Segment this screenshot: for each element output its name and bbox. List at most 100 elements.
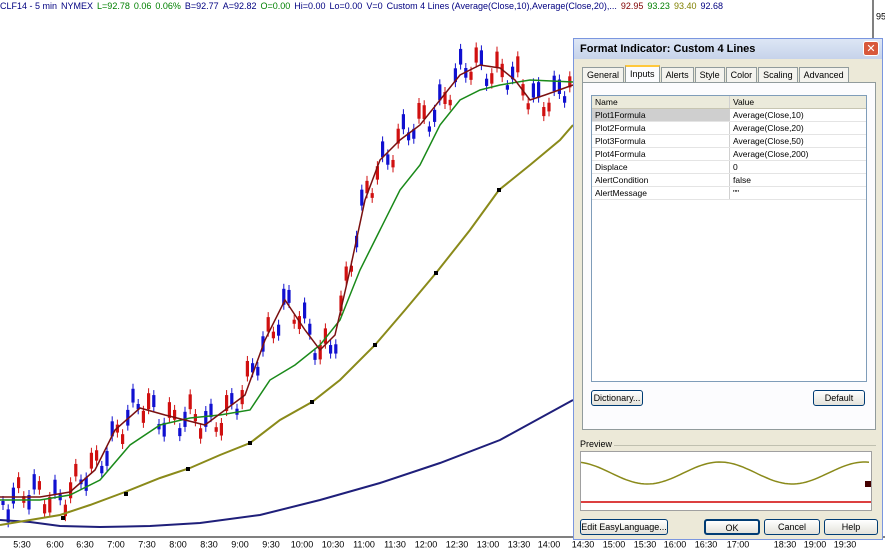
dictionary-button[interactable]: Dictionary... (591, 390, 643, 406)
time-label: 12:00 (415, 539, 438, 549)
help-button[interactable]: Help (824, 519, 878, 535)
candle-body (167, 402, 171, 418)
time-label: 16:30 (695, 539, 718, 549)
candle-body (375, 166, 379, 180)
candle-body (370, 193, 374, 198)
candle-body (516, 56, 520, 73)
candle-body (448, 99, 452, 106)
column-header: Value (733, 97, 755, 107)
tab[interactable]: Inputs (625, 65, 660, 84)
table-row[interactable]: Plot3Formula Average(Close,50) (592, 135, 866, 148)
candle-body (469, 71, 473, 80)
tab[interactable]: Alerts (660, 67, 694, 83)
chart-header: CLF14 - 5 min NYMEX L=92.78 0.06 0.06% B=92.7… (0, 0, 727, 12)
candle-body (303, 302, 307, 319)
time-label: 14:00 (538, 539, 561, 549)
candle-body (292, 319, 296, 324)
ok-button[interactable]: OK (704, 519, 760, 535)
candle-body (147, 393, 151, 410)
candle-body (251, 363, 255, 373)
candle-body (6, 509, 10, 523)
candle-body (537, 82, 541, 98)
ma10-line (0, 64, 574, 498)
table-row[interactable]: AlertCondition false (592, 174, 866, 187)
candle-body (365, 180, 369, 194)
tab[interactable]: Scaling (758, 67, 798, 83)
header-field: NYMEX (61, 1, 94, 11)
tab[interactable]: Style (694, 67, 725, 83)
input-name: Plot4Formula (592, 148, 730, 160)
candle-body (495, 51, 499, 68)
candle-body (412, 128, 416, 139)
candle-body (131, 388, 135, 403)
candle-body (188, 394, 192, 410)
tab[interactable]: Advanced (798, 67, 849, 83)
close-button[interactable]: ✕ (863, 41, 879, 56)
time-labels: 5:30 6:00 6:30 7:00 7:30 8:00 8:30 9:00 9:30 10:0… (13, 539, 856, 549)
candle-body (48, 496, 52, 513)
candle-body (443, 92, 447, 104)
header-field: B=92.77 (184, 1, 219, 11)
candle-body (157, 423, 161, 430)
candle-body (95, 450, 99, 461)
tab[interactable]: General (582, 67, 625, 83)
candle-body (552, 75, 556, 92)
header-field: Custom 4 Lines (Average(Close,10),Averag… (386, 1, 617, 11)
table-row[interactable]: Plot1Formula Average(Close,10) (592, 109, 866, 122)
ma20-line (0, 79, 574, 501)
candle-body (526, 103, 530, 110)
inputs-table: Name Value Plot1Formula Average(Close,10)… (591, 95, 867, 382)
candle-body (110, 421, 114, 437)
candle-body (391, 159, 395, 168)
candle-body (245, 360, 249, 377)
candle-body (511, 66, 515, 80)
time-label: 19:30 (834, 539, 857, 549)
candles (1, 42, 572, 528)
candle-body (485, 78, 489, 86)
candle-body (63, 504, 67, 517)
time-label: 7:00 (107, 539, 125, 549)
time-label: 13:00 (477, 539, 500, 549)
candle-body (339, 295, 343, 312)
candle-body (308, 323, 312, 335)
edit-easylanguage-button[interactable]: Edit EasyLanguage... (580, 519, 668, 535)
candle-body (266, 317, 270, 332)
candle-body (438, 84, 442, 101)
ma200-line (0, 399, 574, 529)
candle-body (11, 487, 15, 504)
preview-chart (580, 461, 871, 503)
candle-body (69, 482, 73, 499)
table-header: Name Value (592, 96, 866, 109)
time-label: 10:30 (322, 539, 345, 549)
table-row[interactable]: Displace 0 (592, 161, 866, 174)
candle-body (199, 428, 203, 439)
tab[interactable]: Color (725, 67, 758, 83)
candle-body (256, 366, 260, 376)
time-label: 15:00 (603, 539, 626, 549)
separator (614, 445, 876, 446)
candle-body (230, 393, 234, 405)
header-field: 93.23 (647, 1, 670, 11)
candle-body (334, 344, 338, 354)
time-label: 8:30 (200, 539, 218, 549)
table-row[interactable]: AlertMessage "" (592, 187, 866, 200)
candle-body (547, 102, 551, 112)
candle-body (396, 128, 400, 144)
candle-body (433, 109, 437, 122)
candle-body (490, 73, 494, 84)
time-label: 16:00 (664, 539, 687, 549)
candle-body (287, 289, 291, 303)
candle-body (479, 50, 483, 66)
candle-body (89, 452, 93, 469)
candle-body (323, 328, 327, 344)
default-button[interactable]: Default (813, 390, 865, 406)
table-row[interactable]: Plot4Formula Average(Close,200) (592, 148, 866, 161)
candle-body (84, 477, 88, 491)
candle-body (271, 331, 275, 339)
cancel-button[interactable]: Cancel (764, 519, 820, 535)
candle-body (277, 324, 281, 336)
candle-body (407, 132, 411, 141)
table-row[interactable]: Plot2Formula Average(Close,20) (592, 122, 866, 135)
column-header: Name (592, 96, 730, 108)
candle-body (152, 395, 156, 408)
